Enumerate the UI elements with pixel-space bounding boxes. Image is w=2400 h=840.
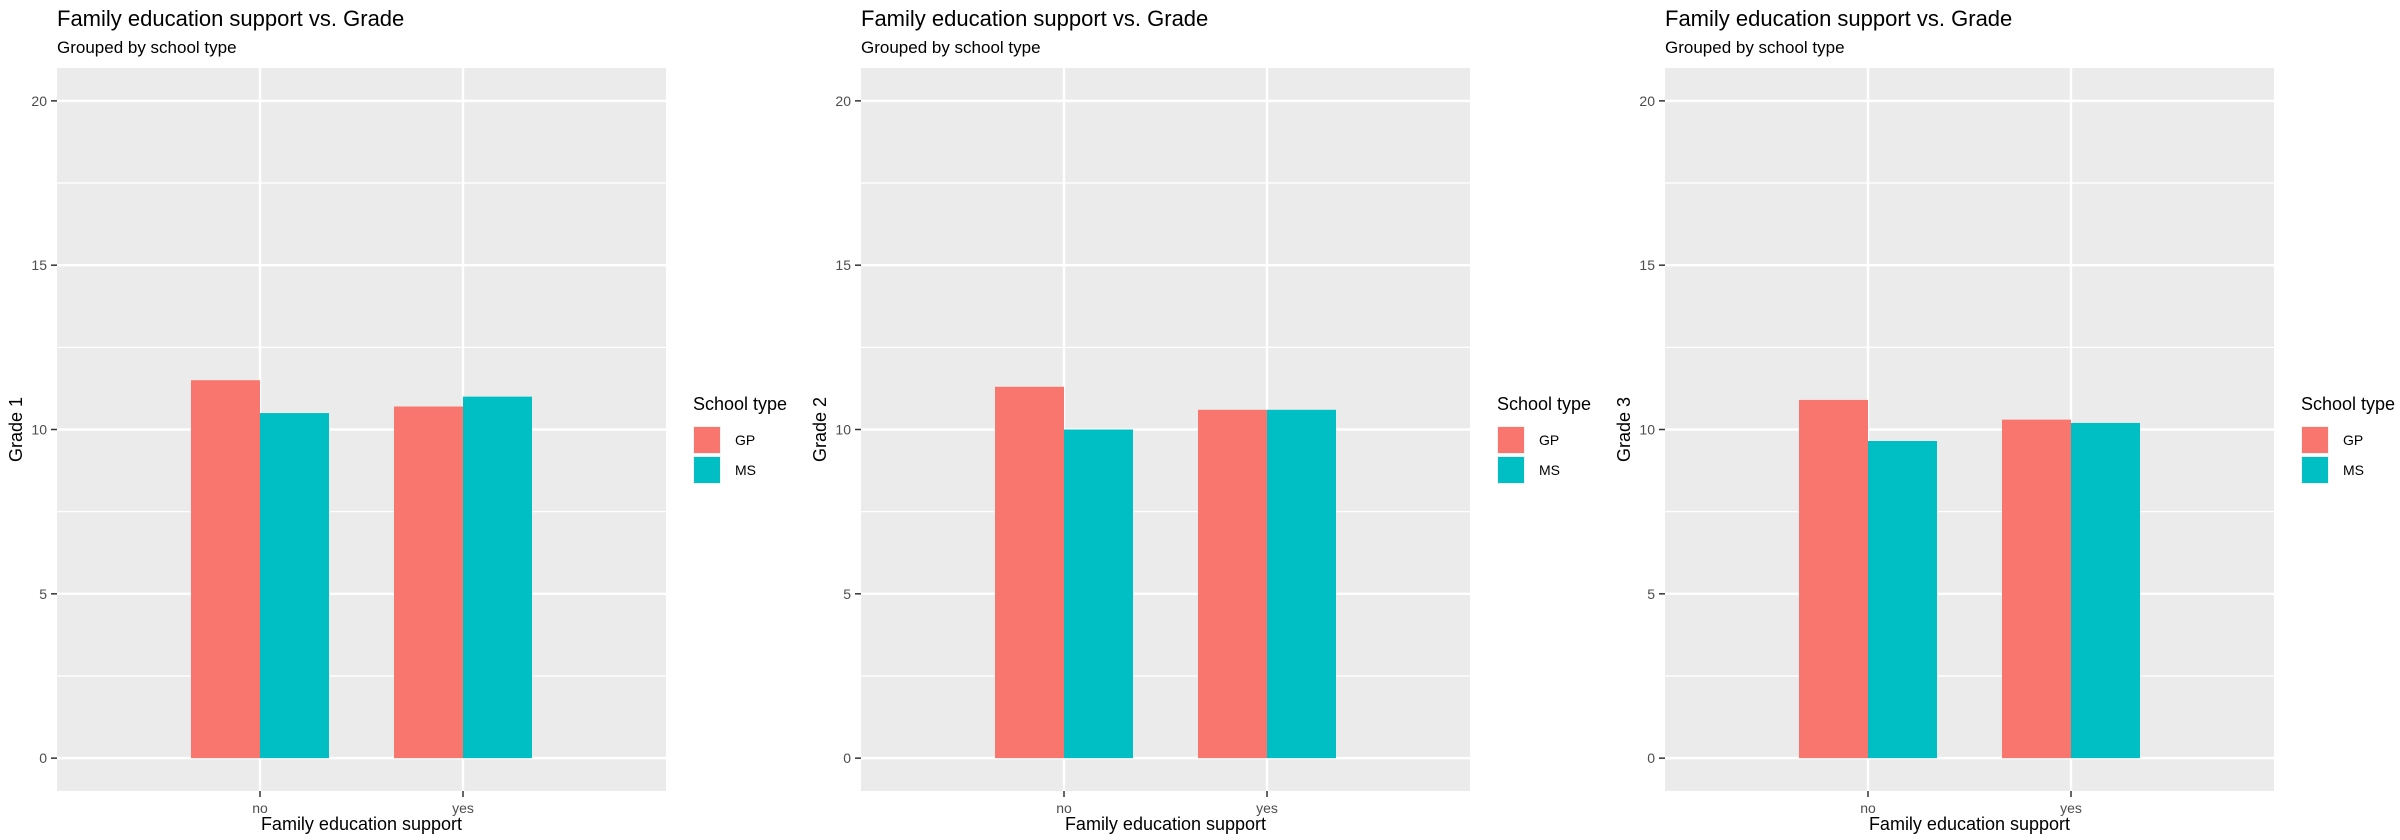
- chart-3: Family education support vs. Grade Groupe…: [1614, 6, 2395, 834]
- chart-title: Family education support vs. Grade: [861, 6, 1208, 31]
- y-tick-label: 5: [1647, 586, 1655, 602]
- bar-gp-yes: [394, 406, 463, 759]
- bar-ms-yes: [1267, 409, 1336, 759]
- legend-label-ms: MS: [1539, 462, 1560, 478]
- x-tick-label: yes: [1256, 800, 1278, 816]
- bar-ms-no: [1868, 441, 1937, 759]
- legend-swatch-gp: [1498, 427, 1524, 453]
- x-axis-title: Family education support: [1065, 814, 1266, 834]
- chart-title: Family education support vs. Grade: [57, 6, 404, 31]
- bar-gp-yes: [1198, 409, 1267, 759]
- legend-label-ms: MS: [735, 462, 756, 478]
- y-tick-label: 20: [1639, 93, 1655, 109]
- legend-label-gp: GP: [2343, 432, 2363, 448]
- y-tick-label: 15: [835, 257, 851, 273]
- y-tick-label: 15: [31, 257, 47, 273]
- y-tick-label: 10: [31, 422, 47, 438]
- y-tick-label: 5: [843, 586, 851, 602]
- y-tick-label: 10: [1639, 422, 1655, 438]
- x-tick-label: no: [252, 800, 268, 816]
- legend-swatch-gp: [2302, 427, 2328, 453]
- y-axis-title: Grade 3: [1614, 397, 1634, 462]
- chart-1: Family education support vs. Grade Groupe…: [6, 6, 787, 834]
- x-tick-label: yes: [452, 800, 474, 816]
- y-axis-title: Grade 2: [810, 397, 830, 462]
- legend-label-ms: MS: [2343, 462, 2364, 478]
- chart-subtitle: Grouped by school type: [1665, 38, 1845, 57]
- chart-panel-3: Family education support vs. Grade Groupe…: [1608, 0, 2400, 840]
- x-tick-label: yes: [2060, 800, 2082, 816]
- legend-title: School type: [693, 394, 787, 414]
- legend-swatch-gp: [694, 427, 720, 453]
- y-tick-label: 0: [39, 750, 47, 766]
- chart-panel-1: Family education support vs. Grade Groupe…: [0, 0, 804, 840]
- legend-label-gp: GP: [735, 432, 755, 448]
- chart-title: Family education support vs. Grade: [1665, 6, 2012, 31]
- x-axis-title: Family education support: [261, 814, 462, 834]
- bar-gp-no: [1799, 399, 1868, 759]
- legend-label-gp: GP: [1539, 432, 1559, 448]
- chart-2: Family education support vs. Grade Groupe…: [810, 6, 1591, 834]
- x-axis-title: Family education support: [1869, 814, 2070, 834]
- y-tick-label: 0: [843, 750, 851, 766]
- bar-gp-yes: [2002, 419, 2071, 759]
- legend-swatch-ms: [694, 457, 720, 483]
- bar-ms-yes: [463, 396, 532, 759]
- y-tick-label: 15: [1639, 257, 1655, 273]
- y-tick-label: 5: [39, 586, 47, 602]
- y-tick-label: 10: [835, 422, 851, 438]
- y-tick-label: 20: [31, 93, 47, 109]
- bar-ms-no: [1064, 429, 1133, 759]
- legend-title: School type: [1497, 394, 1591, 414]
- y-tick-label: 0: [1647, 750, 1655, 766]
- legend-swatch-ms: [2302, 457, 2328, 483]
- bar-gp-no: [191, 380, 260, 759]
- legend-title: School type: [2301, 394, 2395, 414]
- chart-subtitle: Grouped by school type: [861, 38, 1041, 57]
- bar-gp-no: [995, 386, 1064, 759]
- x-tick-label: no: [1860, 800, 1876, 816]
- y-axis-title: Grade 1: [6, 397, 26, 462]
- x-tick-label: no: [1056, 800, 1072, 816]
- chart-subtitle: Grouped by school type: [57, 38, 237, 57]
- legend-swatch-ms: [1498, 457, 1524, 483]
- bar-ms-no: [260, 413, 329, 759]
- y-tick-label: 20: [835, 93, 851, 109]
- bar-ms-yes: [2071, 422, 2140, 759]
- chart-panel-2: Family education support vs. Grade Groupe…: [804, 0, 1608, 840]
